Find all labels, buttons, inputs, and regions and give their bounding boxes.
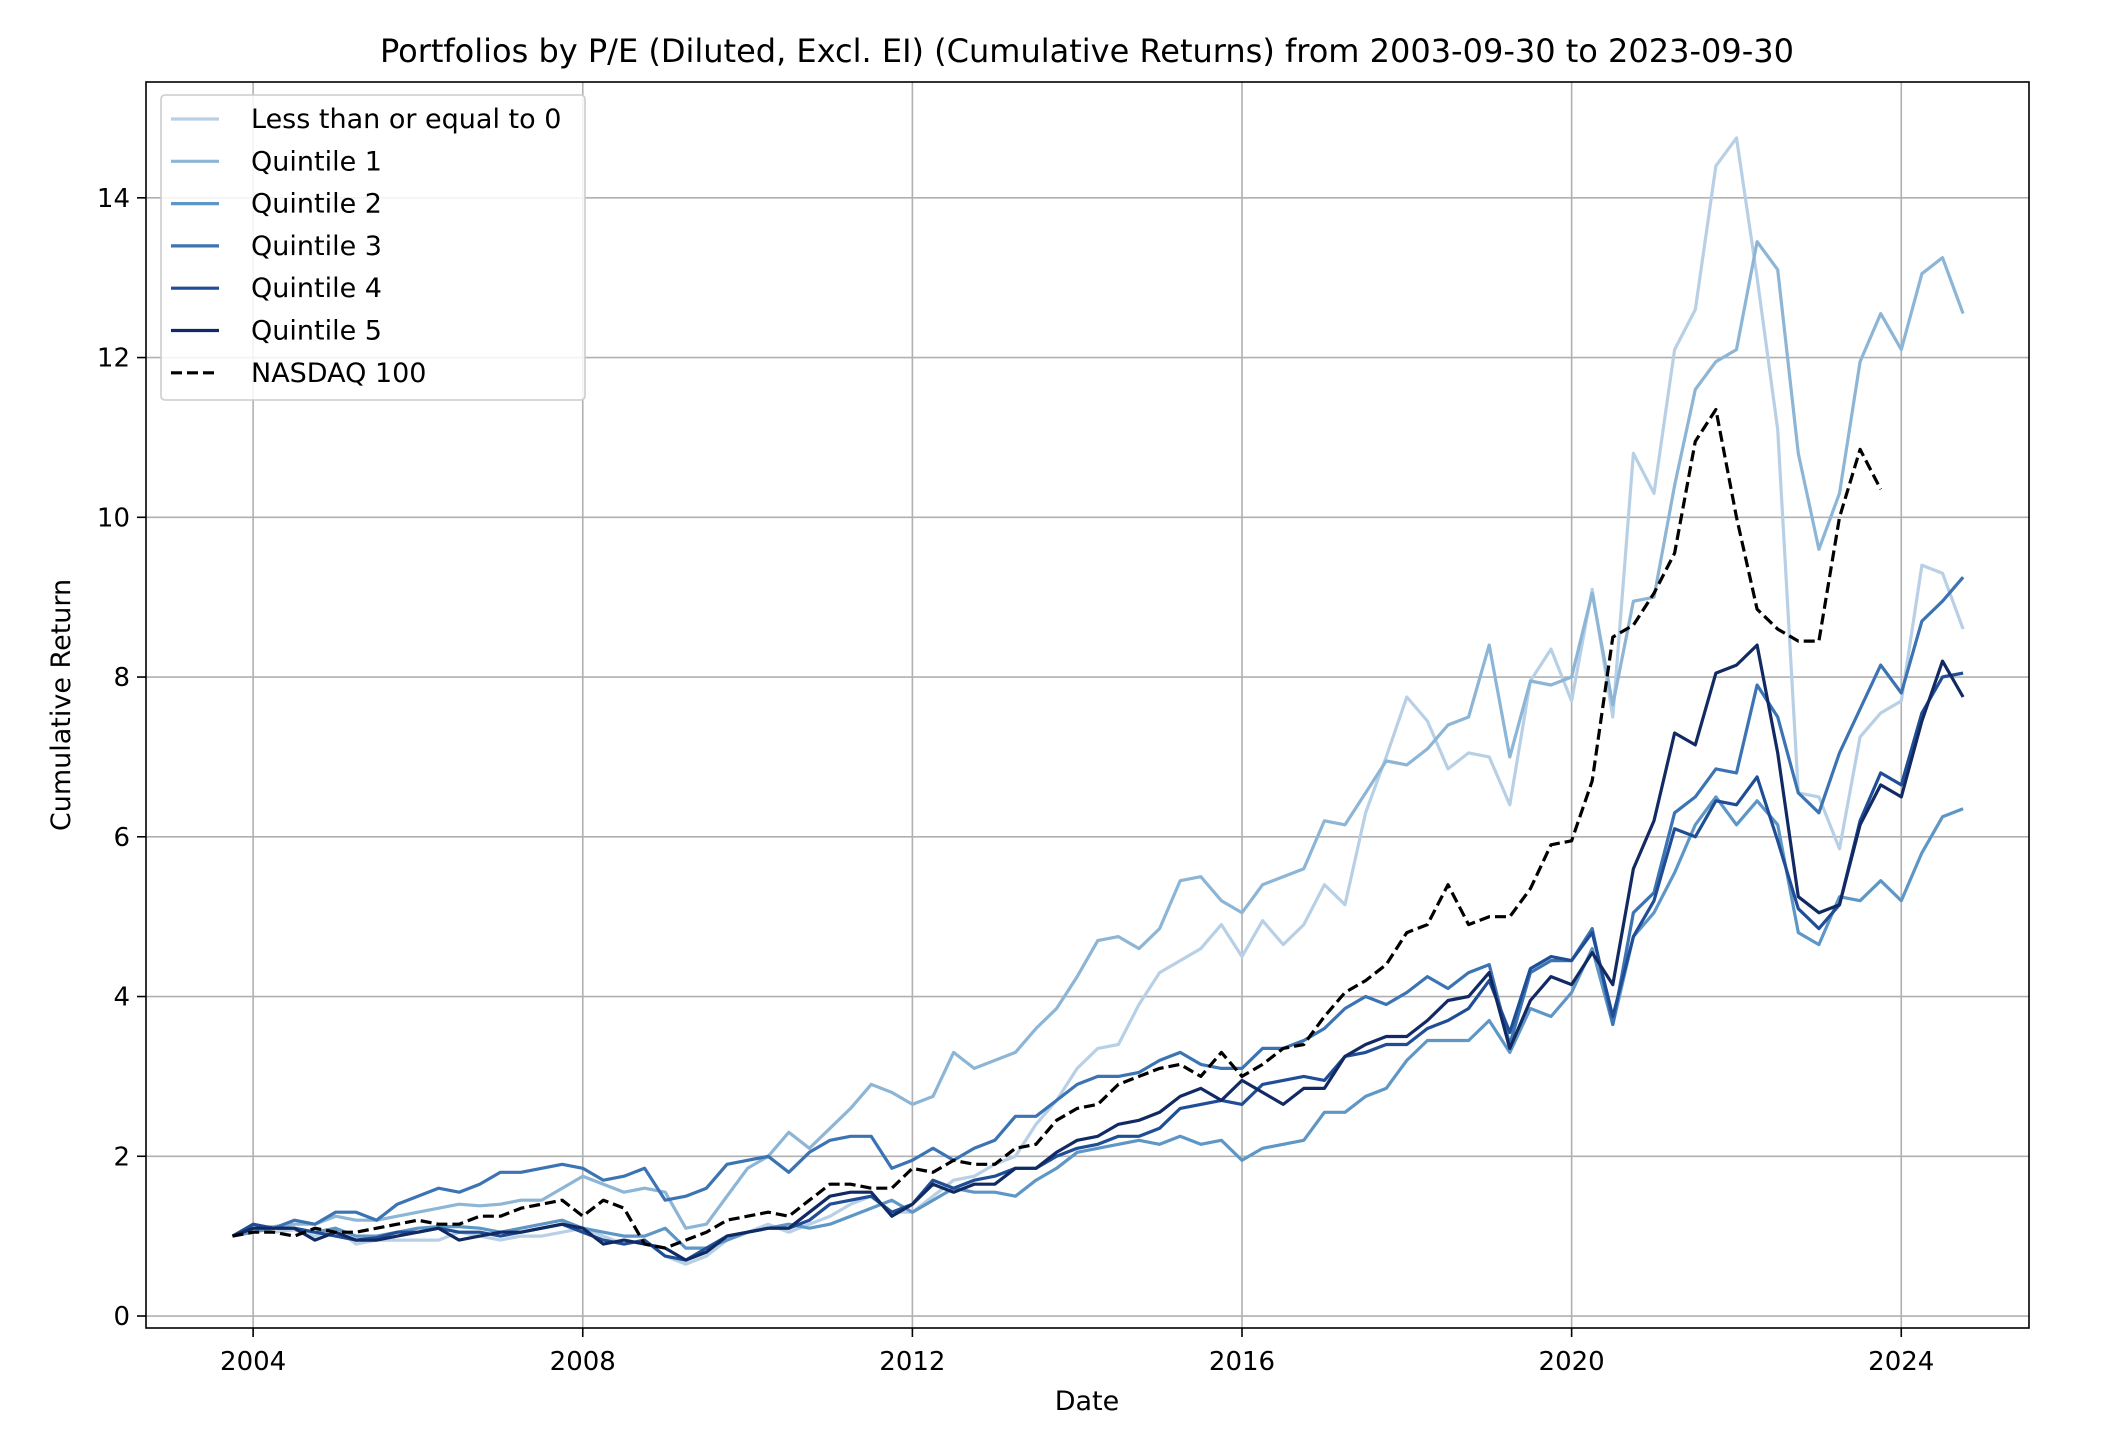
series-line-quintile-1 [231, 240, 1965, 1238]
series-line-quintile-3 [231, 576, 1965, 1238]
y-tick-label: 12 [97, 344, 130, 374]
legend-label-quintile-2: Quintile 2 [251, 189, 382, 220]
y-tick-label: 8 [113, 663, 130, 693]
legend-label-quintile-3: Quintile 3 [251, 231, 382, 262]
y-tick-label: 2 [113, 1142, 130, 1172]
x-tick-label: 2008 [550, 1347, 616, 1377]
x-tick-label: 2024 [1868, 1347, 1934, 1377]
y-tick-label: 0 [113, 1302, 130, 1332]
legend-label-quintile-1: Quintile 1 [251, 146, 382, 177]
plot-frame [145, 81, 2030, 1329]
legend: Less than or equal to 0 Quintile 1 Quintil… [160, 94, 586, 401]
y-tick-label: 14 [97, 184, 130, 214]
x-tick-label: 2016 [1209, 1347, 1275, 1377]
series-line-quintile-5 [231, 643, 1965, 1262]
y-axis-title: Cumulative Return [46, 579, 77, 831]
series-lines [231, 136, 1965, 1266]
y-tick-label: 10 [97, 503, 130, 533]
series-line-nasdaq-100 [232, 407, 1883, 1250]
series-line-less-than-or-equal-to-0 [231, 136, 1965, 1266]
legend-label-quintile-4: Quintile 4 [251, 273, 382, 304]
legend-label-quintile-5: Quintile 5 [251, 316, 382, 347]
y-tick-label: 6 [113, 823, 130, 853]
legend-label-nasdaq-100: NASDAQ 100 [251, 358, 427, 389]
series-line-quintile-2 [232, 795, 1964, 1250]
y-tick-label: 4 [113, 983, 130, 1013]
x-tick-label: 2004 [220, 1347, 286, 1377]
x-tick-label: 2012 [879, 1347, 945, 1377]
x-tick-label: 2020 [1539, 1347, 1605, 1377]
chart-title: Portfolios by P/E (Diluted, Excl. EI) (C… [380, 32, 1794, 70]
axis-ticks: 2004 2008 2012 2016 2020 2024 0 2 4 6 8 10 12 14 [97, 184, 1934, 1377]
x-axis-title: Date [1055, 1386, 1120, 1417]
legend-box [160, 94, 586, 401]
legend-label-less-than-or-equal-to-0: Less than or equal to 0 [251, 104, 561, 135]
